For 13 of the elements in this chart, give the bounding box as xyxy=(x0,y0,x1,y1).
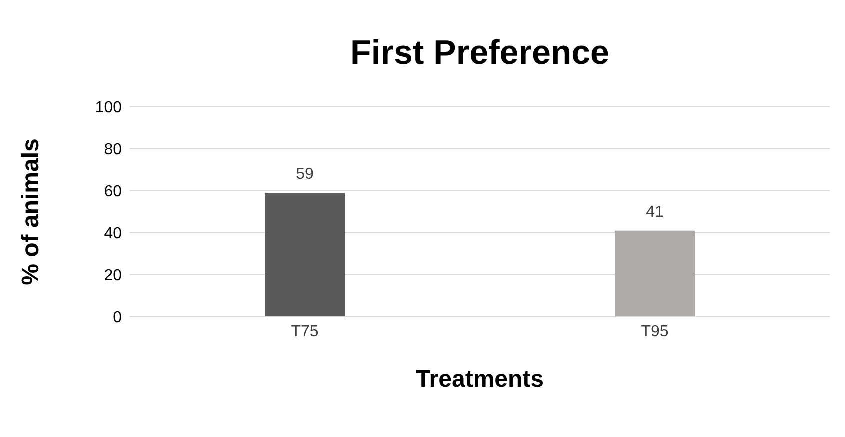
y-tick-label: 100 xyxy=(95,100,122,117)
y-tick-label: 40 xyxy=(104,226,122,243)
y-tick-label: 20 xyxy=(104,268,122,285)
x-axis-title: Treatments xyxy=(416,366,544,393)
y-tick-label: 80 xyxy=(104,142,122,159)
y-tick-label: 60 xyxy=(104,184,122,201)
y-axis-title: % of animals xyxy=(18,138,45,286)
data-label: 41 xyxy=(646,204,664,221)
x-tick-label: T95 xyxy=(641,323,669,340)
x-tick-label: T75 xyxy=(291,323,319,340)
y-tick-label: 0 xyxy=(113,310,122,327)
chart-title: First Preference xyxy=(350,34,610,73)
data-label: 59 xyxy=(296,166,314,184)
